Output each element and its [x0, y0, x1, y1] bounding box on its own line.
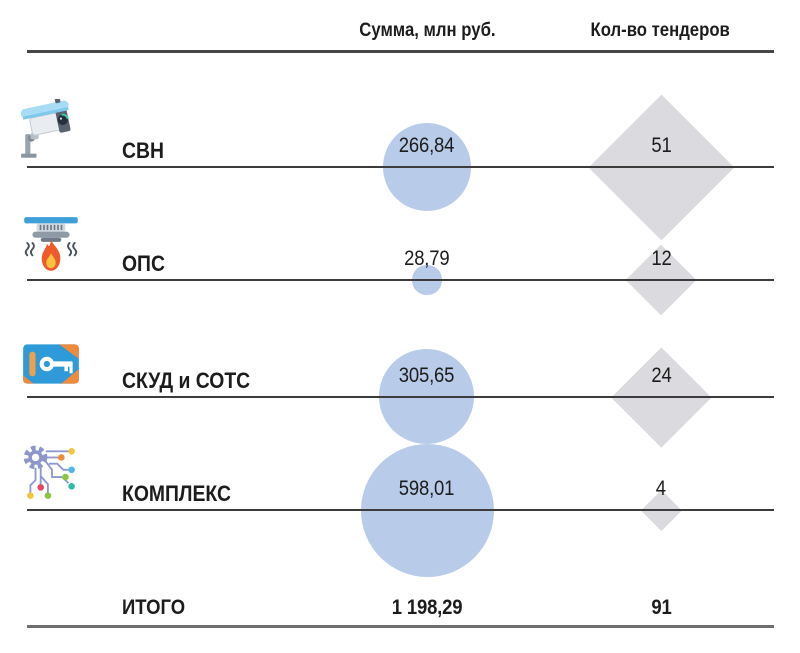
row-label: СВН	[122, 137, 352, 165]
sum-value-text: 598,01	[399, 477, 455, 500]
sum-value: 305,65	[327, 363, 527, 389]
count-value-text: 4	[655, 477, 667, 500]
row-label-text: СКУД и СОТС	[122, 368, 251, 393]
row-divider-line	[27, 396, 774, 398]
row-label-text: ОПС	[122, 251, 165, 276]
sum-value-text: 28,79	[404, 247, 450, 270]
total-count-value: 91	[561, 594, 761, 622]
sum-value-text: 305,65	[399, 364, 455, 387]
total-sum-text: 1 198,29	[391, 596, 463, 619]
row-label-text: КОМПЛЕКС	[122, 481, 231, 506]
total-count-text: 91	[650, 596, 672, 619]
sum-value: 598,01	[327, 476, 527, 502]
row-label: ОПС	[122, 250, 352, 278]
row-divider-line	[27, 279, 774, 281]
count-value: 4	[561, 476, 761, 502]
complex-icon	[18, 442, 84, 508]
sum-value: 266,84	[327, 133, 527, 159]
cctv-camera-icon	[18, 99, 84, 165]
row-label: СКУД и СОТС	[122, 367, 352, 395]
row-divider-line	[27, 509, 774, 511]
sum-value: 28,79	[327, 246, 527, 272]
column-header-count: Кол-во тендеров	[560, 20, 760, 42]
count-value-text: 12	[650, 247, 672, 270]
column-header-sum: Сумма, млн руб.	[327, 20, 527, 42]
header-divider-line	[27, 50, 774, 53]
count-value-text: 24	[650, 364, 672, 387]
column-header-count-label: Кол-во тендеров	[590, 20, 730, 41]
row-label-text: СВН	[122, 138, 164, 163]
row-label: КОМПЛЕКС	[122, 480, 352, 508]
count-value-text: 51	[650, 134, 672, 157]
count-value: 24	[561, 363, 761, 389]
sum-value-text: 266,84	[399, 134, 455, 157]
total-sum-value: 1 198,29	[327, 594, 527, 622]
fire-alarm-icon	[18, 212, 84, 278]
total-label: ИТОГО	[122, 594, 352, 622]
count-value: 12	[561, 246, 761, 272]
row-divider-line	[27, 166, 774, 168]
total-label-text: ИТОГО	[122, 596, 186, 619]
count-value: 51	[561, 133, 761, 159]
column-header-sum-label: Сумма, млн руб.	[358, 20, 496, 41]
keycard-icon	[18, 331, 84, 397]
total-divider-line	[27, 625, 774, 628]
